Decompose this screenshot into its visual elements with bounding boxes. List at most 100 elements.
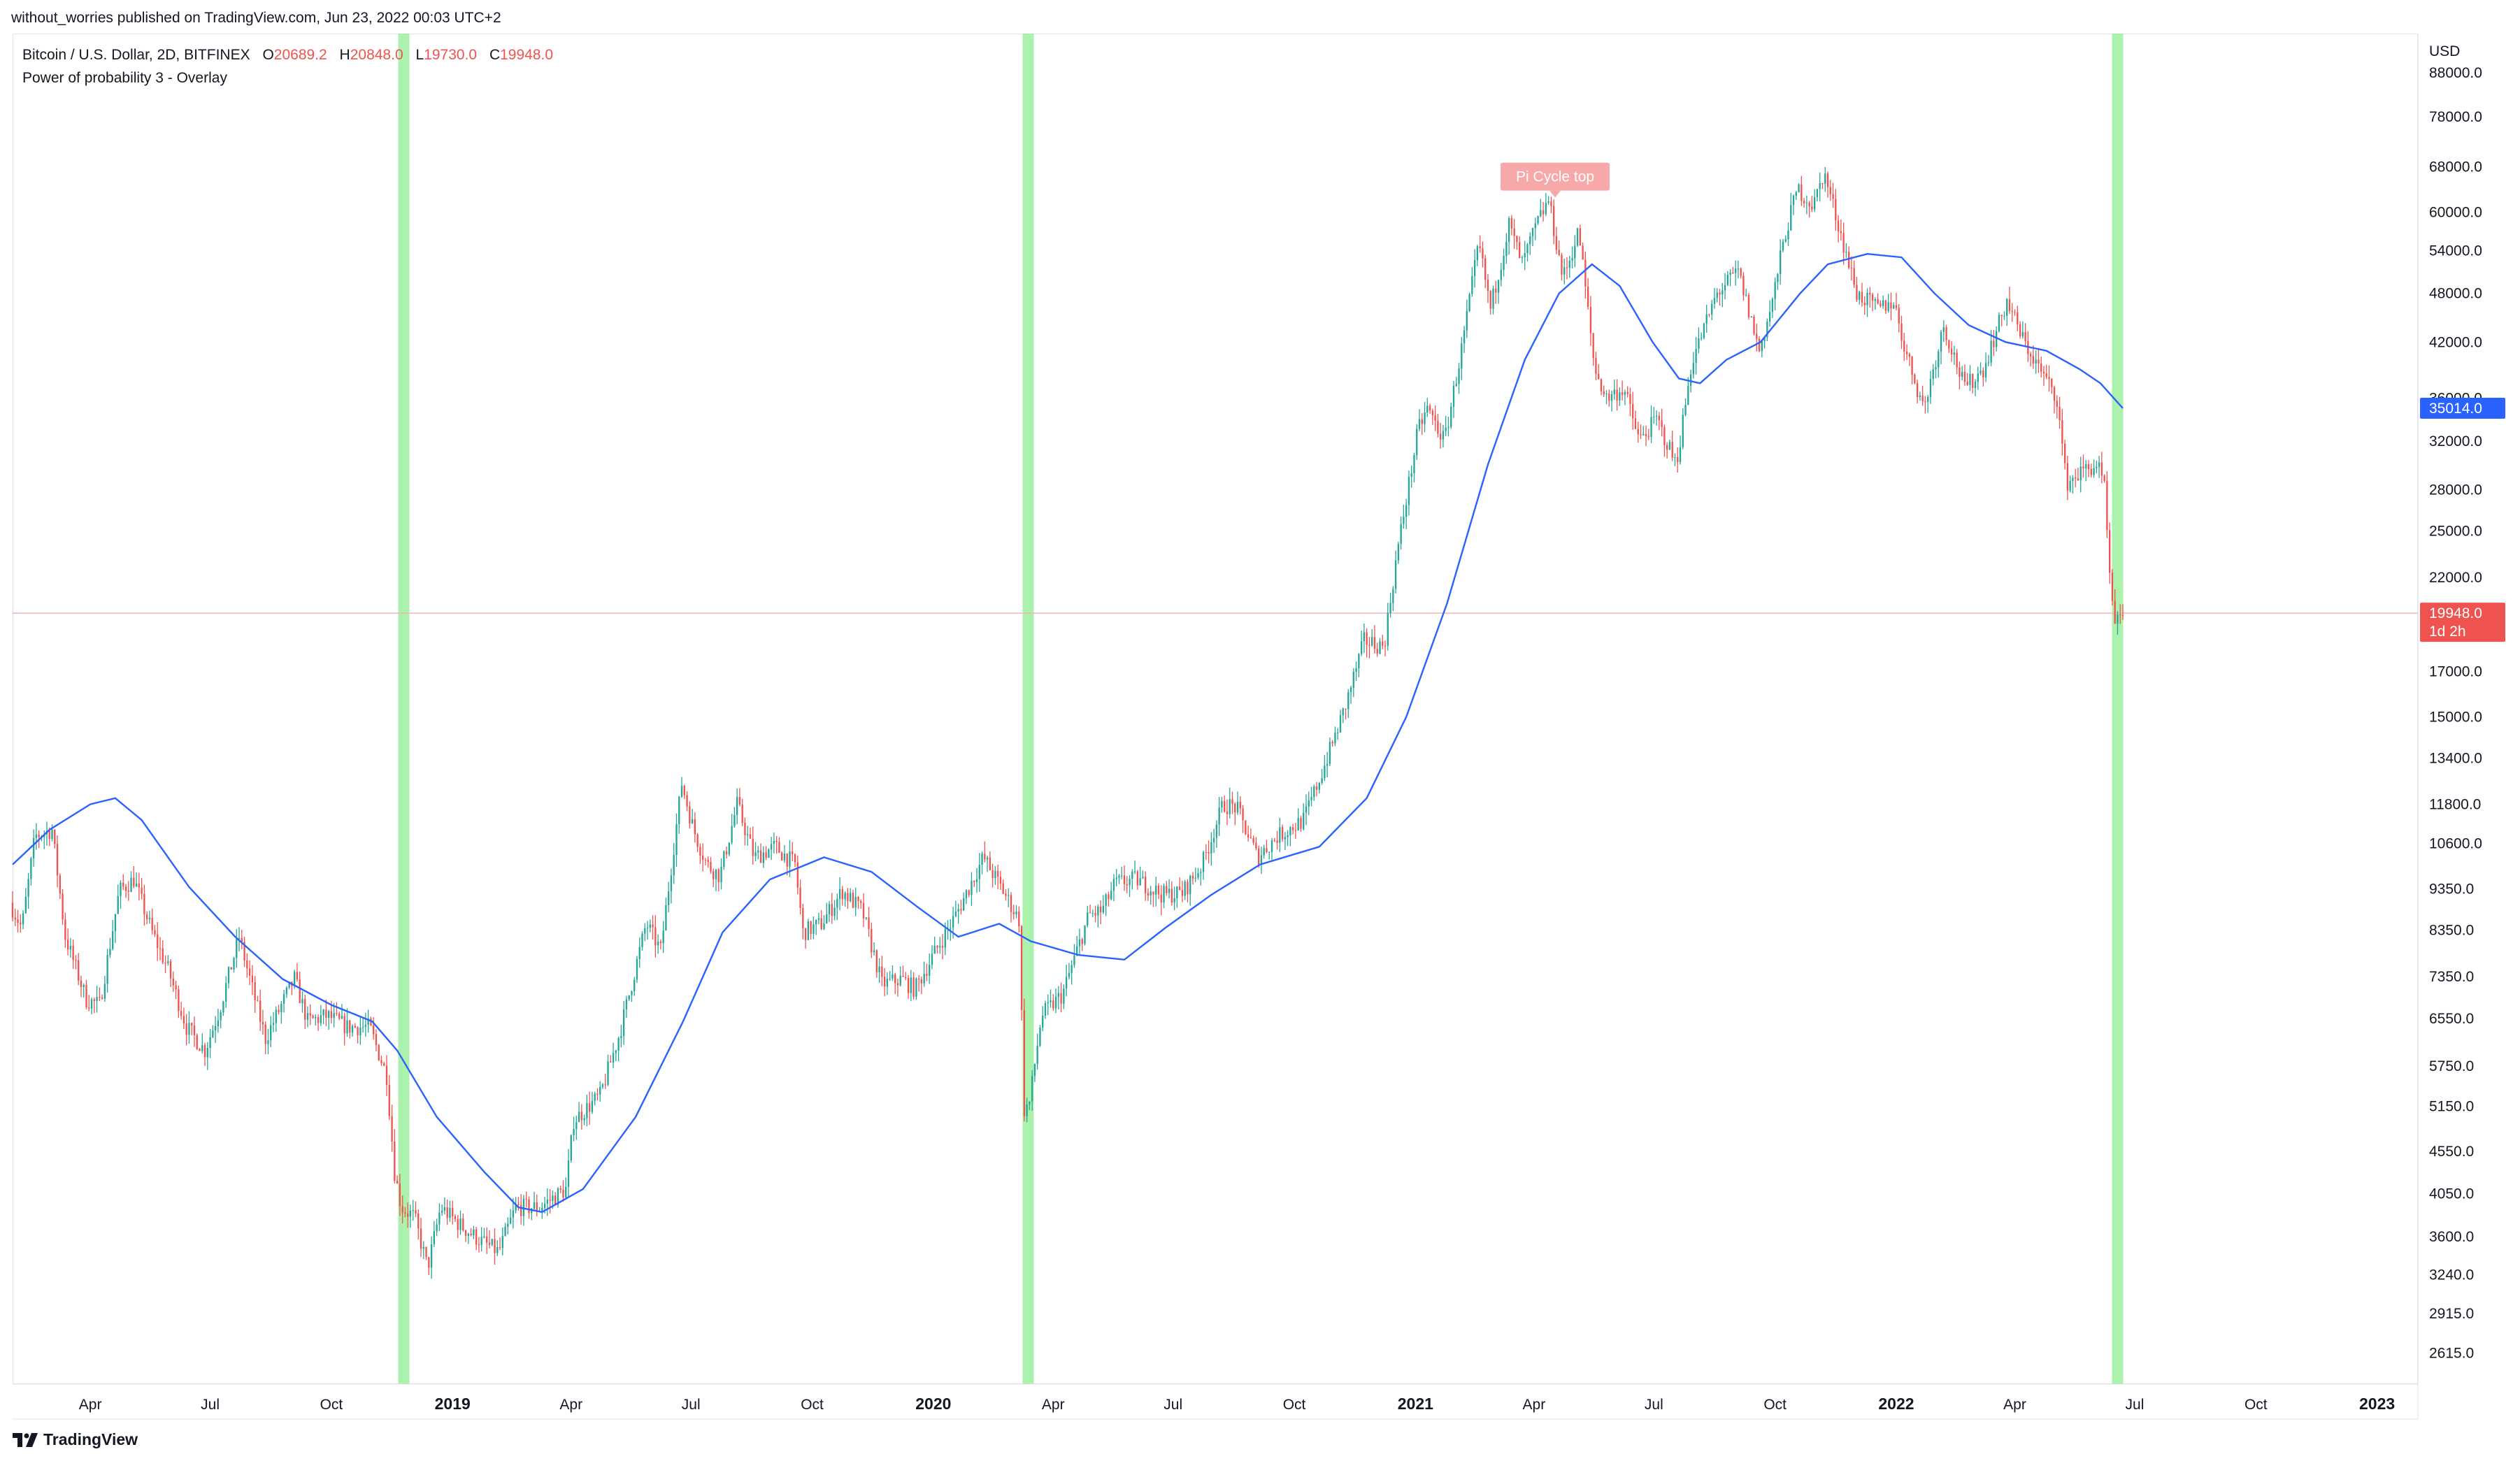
candle-body xyxy=(1726,275,1729,285)
candle xyxy=(1782,238,1784,252)
candle xyxy=(2106,471,2108,538)
candle-body xyxy=(883,977,886,987)
candle xyxy=(1742,272,1745,301)
candle-body xyxy=(2066,463,2069,491)
candle xyxy=(180,1002,182,1020)
candle xyxy=(483,1228,485,1239)
candle xyxy=(1921,385,1924,406)
candle xyxy=(1068,963,1071,980)
last-price-text: 19948.0 xyxy=(2429,605,2482,621)
candle-body xyxy=(1426,405,1429,413)
candle-body xyxy=(652,924,654,928)
candle xyxy=(433,1221,436,1247)
candle xyxy=(662,921,664,953)
candle-body xyxy=(1626,391,1628,394)
candle-body xyxy=(1439,433,1442,440)
candle-body xyxy=(151,917,153,930)
candle xyxy=(225,976,227,1008)
candle xyxy=(1303,803,1305,831)
indicator-title[interactable]: Power of probability 3 - Overlay xyxy=(22,70,227,86)
candle-body xyxy=(441,1210,443,1213)
candle xyxy=(1705,304,1708,333)
candle-body xyxy=(1880,303,1882,306)
candle xyxy=(1018,906,1020,933)
candle-body xyxy=(1189,875,1191,895)
candle xyxy=(1081,937,1083,951)
candle-body xyxy=(407,1213,409,1217)
candle-body xyxy=(2079,466,2082,481)
candle xyxy=(1473,249,1476,288)
candle xyxy=(2045,364,2047,380)
annotation-box xyxy=(1501,162,1610,191)
candle-body xyxy=(1737,268,1740,269)
time-axis[interactable]: Apr Jul Oct 2019 Apr Jul Oct 2020 Apr Jul Oct 2021 A… xyxy=(79,1395,2395,1413)
candle-body xyxy=(1924,401,1926,403)
candle-body xyxy=(691,819,694,823)
tradingview-logo[interactable]: TradingView xyxy=(13,1430,138,1449)
candle xyxy=(1458,362,1460,394)
y-tick-label: 8350.0 xyxy=(2429,923,2474,939)
candle xyxy=(1805,195,1808,215)
highlight-bands xyxy=(398,34,2124,1384)
candle-body xyxy=(430,1244,433,1268)
candle-body xyxy=(1911,357,1913,375)
candle-body xyxy=(135,883,138,887)
candle xyxy=(1719,289,1721,306)
candle-body xyxy=(375,1034,378,1045)
candle xyxy=(254,976,256,1013)
candle-body xyxy=(1893,305,1895,309)
y-tick-label: 15000.0 xyxy=(2429,710,2482,726)
candle xyxy=(981,851,983,875)
candle xyxy=(586,1095,588,1127)
candle-body xyxy=(543,1203,546,1208)
candle-body xyxy=(849,893,852,901)
candle xyxy=(522,1195,525,1226)
candle xyxy=(1108,891,1110,907)
candle xyxy=(1342,707,1344,724)
candle-body xyxy=(1078,939,1081,947)
candle-body xyxy=(188,1023,190,1035)
candle-body xyxy=(799,887,801,908)
candle-body xyxy=(1339,715,1342,733)
candle xyxy=(396,1175,399,1184)
candle xyxy=(804,928,807,949)
candle-body xyxy=(881,966,883,977)
candle-body xyxy=(525,1198,527,1200)
candle-body xyxy=(1310,797,1312,800)
candle xyxy=(878,958,880,984)
candle xyxy=(926,963,928,981)
candle xyxy=(199,1048,201,1051)
candle xyxy=(341,1004,343,1020)
candle-body xyxy=(193,1025,196,1035)
candle xyxy=(1995,326,1998,352)
y-tick-label: 3240.0 xyxy=(2429,1267,2474,1283)
candle xyxy=(1403,504,1405,529)
candle xyxy=(1431,408,1434,425)
candle-body xyxy=(2082,466,2084,468)
candle xyxy=(1903,333,1905,361)
close-value: 19948.0 xyxy=(500,47,554,63)
candle xyxy=(66,928,69,956)
candle xyxy=(2082,454,2084,478)
candle xyxy=(1284,832,1287,851)
candle xyxy=(1721,282,1724,308)
candle-body xyxy=(1610,394,1613,401)
candle-body xyxy=(886,979,889,987)
candle-body xyxy=(1047,1002,1049,1003)
candle-body xyxy=(1358,654,1360,668)
candle xyxy=(452,1200,454,1225)
candle-body xyxy=(1242,808,1244,821)
candle xyxy=(1078,928,1081,955)
candle-body xyxy=(1226,812,1229,814)
candle xyxy=(862,893,865,928)
candle xyxy=(978,853,980,892)
price-axis[interactable]: USD88000.078000.068000.060000.054000.048… xyxy=(2429,43,2482,1361)
candle xyxy=(2111,569,2114,606)
candle xyxy=(182,1007,185,1030)
candle-body xyxy=(1387,612,1389,646)
pi-cycle-top-annotation[interactable]: Pi Cycle top xyxy=(1501,162,1610,198)
candle-body xyxy=(1513,228,1515,236)
symbol-title[interactable]: Bitcoin / U.S. Dollar, 2D, BITFINEX xyxy=(22,47,250,63)
